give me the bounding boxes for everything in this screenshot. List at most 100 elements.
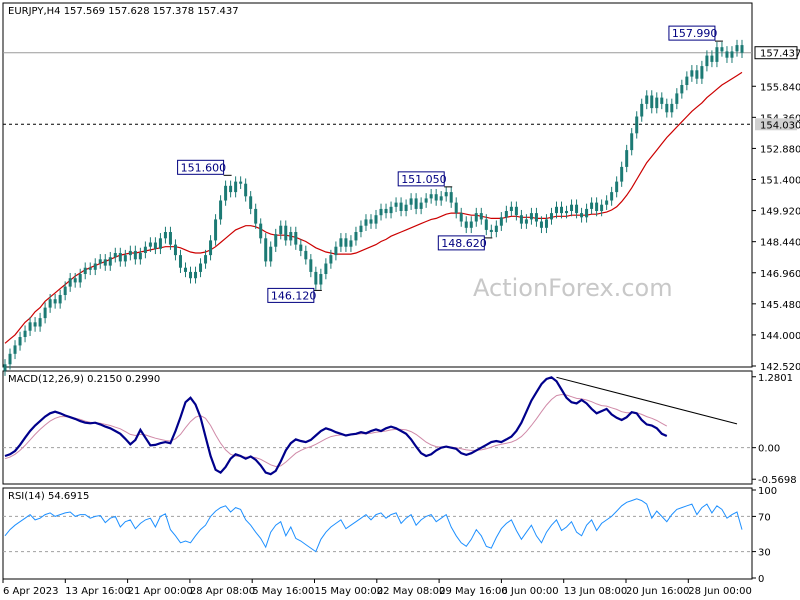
candle-body	[394, 202, 398, 207]
candle-body	[565, 211, 569, 214]
rsi-line	[4, 498, 743, 553]
candle-body	[284, 225, 288, 241]
macd-panel-frame	[2, 370, 753, 485]
candle-body	[615, 181, 619, 193]
macd-y-axis: 1.2801 0.00 -0.5698	[752, 373, 797, 486]
x-tick-label: 5 May 16:00	[252, 586, 314, 597]
candle-body	[369, 219, 373, 224]
candle-body	[274, 234, 278, 247]
candle-body	[138, 253, 142, 260]
macd-tick-label: 1.2801	[758, 373, 793, 384]
candle-body	[720, 47, 724, 52]
x-tick-label: 28 Jun 00:00	[688, 586, 752, 597]
candle-body	[349, 240, 353, 247]
candle-body	[339, 238, 343, 247]
candle-body	[304, 250, 308, 260]
candle-body	[78, 274, 82, 283]
x-tick-label: 6 Jun 00:00	[501, 586, 558, 597]
candle-body	[93, 263, 97, 270]
candle-body	[224, 185, 228, 201]
candle-body	[620, 166, 624, 182]
candle-body	[384, 208, 388, 214]
candle-body	[214, 219, 218, 241]
price-levels	[3, 52, 752, 125]
macd-signal-line	[4, 393, 668, 468]
candle-body	[374, 215, 378, 224]
candle-body	[414, 198, 418, 209]
candle-body	[83, 267, 87, 275]
candle-body	[73, 278, 77, 283]
annotation-box	[437, 235, 485, 251]
candle-body	[189, 271, 193, 279]
annotation-box	[668, 25, 716, 41]
candle-body	[640, 103, 644, 117]
candle-body	[600, 204, 604, 212]
price-tick-label: 142.520	[760, 362, 800, 373]
macd-title: MACD(12,26,9) 0.2150 0.2990	[8, 374, 160, 385]
candle-body	[364, 219, 368, 226]
candle-body	[354, 232, 358, 241]
candle-body	[690, 70, 694, 77]
macd-trendline	[556, 376, 738, 425]
candle-body	[464, 221, 468, 228]
candle-body	[685, 76, 689, 86]
candle-body	[700, 66, 704, 79]
candle-body	[725, 51, 729, 58]
annotation-label: 151.600	[181, 161, 227, 174]
candle-body	[209, 240, 213, 256]
price-annotations: 151.600 146.120 151.050 148.620 157.990	[177, 25, 723, 303]
candle-body	[424, 198, 428, 203]
candle-body	[158, 238, 162, 249]
candle-body	[519, 215, 523, 224]
candle-body	[103, 259, 107, 266]
annotation-box	[397, 171, 445, 187]
candle-body	[439, 196, 443, 201]
rsi-tick-label: 30	[758, 548, 771, 559]
candle-body	[529, 213, 533, 220]
candle-body	[294, 232, 298, 245]
macd-tick-label: -0.5698	[758, 475, 797, 486]
candle-body	[675, 93, 679, 104]
candle-body	[474, 213, 478, 222]
candle-body	[434, 194, 438, 201]
price-title: EURJPY,H4 157.569 157.628 157.378 157.43…	[8, 6, 239, 17]
candle-body	[539, 221, 543, 228]
candle-body	[23, 330, 27, 338]
rsi-levels	[3, 515, 752, 553]
price-tick-label: 152.880	[760, 144, 800, 155]
candle-body	[264, 238, 268, 262]
candle-body	[399, 202, 403, 212]
x-tick-label: 20 Jun 16:00	[626, 586, 690, 597]
annotation-label: 146.120	[271, 289, 317, 302]
price-panel-frame	[2, 2, 753, 368]
candle-body	[534, 213, 538, 222]
candle-body	[219, 200, 223, 220]
candle-body	[379, 208, 383, 216]
watermark-text: ActionForex.com	[473, 274, 673, 302]
price-tick-label: 148.440	[760, 238, 800, 249]
annotation-label: 148.620	[441, 237, 487, 250]
candle-body	[3, 364, 7, 371]
candle-body	[595, 202, 599, 212]
candle-body	[489, 229, 493, 233]
x-tick-label: 29 May 16:00	[439, 586, 508, 597]
candle-body	[740, 45, 744, 53]
candle-body	[319, 274, 323, 285]
rsi-path	[4, 498, 743, 553]
candle-body	[314, 271, 318, 285]
candle-body	[163, 232, 167, 239]
candle-body	[695, 70, 699, 79]
candle-body	[544, 219, 548, 228]
candle-body	[590, 202, 594, 209]
candle-body	[630, 133, 634, 151]
candle-body	[625, 150, 629, 167]
candle-body	[484, 219, 488, 230]
candle-body	[108, 257, 112, 266]
x-tick-label: 22 May 08:00	[377, 586, 446, 597]
annotation-box	[177, 159, 225, 175]
candle-body	[409, 198, 413, 205]
candle-body	[635, 116, 639, 134]
price-tick-label: 145.480	[760, 300, 800, 311]
